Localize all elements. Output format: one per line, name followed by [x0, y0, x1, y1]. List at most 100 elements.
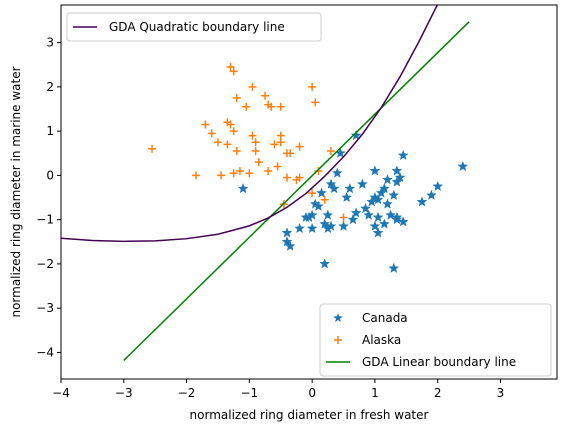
data-point-plus	[311, 98, 320, 107]
data-point-star	[294, 222, 306, 234]
data-point-star	[397, 216, 409, 227]
data-point-plus	[251, 147, 260, 156]
data-point-star	[306, 209, 318, 220]
data-point-plus	[273, 162, 282, 171]
data-point-plus	[308, 189, 317, 198]
y-tick-label: −1	[36, 213, 54, 227]
data-point-star	[416, 196, 428, 207]
data-point-plus	[267, 102, 276, 111]
data-point-star	[394, 171, 406, 183]
data-point-plus	[232, 147, 241, 156]
series-line	[123, 21, 470, 361]
data-point-plus	[295, 142, 304, 151]
data-point-plus	[276, 131, 285, 140]
legend-upper-left: GDA Quadratic boundary line	[66, 12, 322, 42]
legend-lower-right: Canada Alaska GDA Linear boundary line	[319, 303, 552, 377]
data-point-plus	[213, 138, 222, 147]
data-point-star	[382, 174, 393, 185]
legend-star-handle	[333, 313, 343, 323]
data-point-star	[369, 220, 381, 231]
data-point-plus	[232, 93, 241, 102]
data-point-star	[372, 227, 384, 238]
data-point-star	[281, 236, 293, 247]
data-point-plus	[314, 166, 323, 175]
data-point-plus	[201, 120, 210, 129]
x-axis-label: normalized ring diameter in fresh water	[190, 408, 429, 422]
y-tick-label: 3	[46, 36, 54, 50]
data-point-star	[363, 209, 375, 220]
data-point-plus	[242, 102, 251, 111]
data-point-star	[372, 211, 384, 223]
data-point-plus	[295, 173, 304, 182]
data-point-plus	[339, 213, 348, 222]
data-point-star	[397, 149, 409, 161]
data-point-star	[331, 167, 343, 178]
data-point-star	[284, 240, 296, 251]
data-point-star	[356, 178, 368, 189]
data-point-plus	[207, 129, 216, 138]
data-point-plus	[217, 171, 226, 180]
data-point-star	[325, 220, 337, 231]
data-point-star	[388, 262, 400, 273]
data-point-star	[369, 165, 381, 176]
data-point-star	[328, 182, 340, 194]
data-point-plus	[286, 149, 295, 158]
data-point-plus	[229, 127, 238, 136]
data-point-plus	[148, 144, 157, 153]
data-point-plus	[191, 171, 200, 180]
x-tick-label: −4	[52, 386, 70, 400]
data-point-plus	[320, 195, 329, 204]
data-point-plus	[283, 173, 292, 182]
data-point-plus	[264, 166, 273, 175]
data-point-plus	[223, 140, 232, 149]
data-point-star	[322, 209, 334, 220]
data-point-star	[347, 213, 359, 225]
data-point-plus	[229, 67, 238, 76]
data-point-star	[319, 258, 331, 269]
data-point-star	[344, 182, 356, 194]
data-point-plus	[248, 131, 257, 140]
data-point-star	[312, 200, 324, 212]
y-tick-label: 2	[46, 80, 54, 94]
x-tick-label: −3	[115, 386, 133, 400]
y-axis-label: normalized ring diameter in marine water	[9, 66, 23, 317]
data-point-plus	[229, 169, 238, 178]
legend-label: GDA Quadratic boundary line	[109, 20, 285, 34]
data-point-star	[319, 218, 331, 229]
data-point-plus	[308, 82, 317, 91]
data-point-star	[378, 182, 390, 194]
y-tick-label: −2	[36, 257, 54, 271]
data-point-star	[237, 182, 249, 194]
data-point-star	[385, 209, 397, 220]
y-tick-label: 0	[46, 168, 54, 182]
x-tick-label: 1	[371, 386, 379, 400]
data-point-plus	[251, 138, 260, 147]
data-point-star	[432, 180, 444, 192]
data-point-star	[350, 129, 362, 141]
y-tick-label: −3	[36, 301, 54, 315]
legend-label: GDA Linear boundary line	[362, 355, 516, 369]
data-point-plus	[276, 102, 285, 111]
y-tick-label: 1	[46, 124, 54, 138]
series-line	[61, 5, 439, 243]
data-point-star	[372, 194, 384, 205]
data-point-star	[325, 178, 337, 189]
x-tick-label: 2	[434, 386, 442, 400]
data-point-star	[360, 202, 371, 214]
data-point-star	[350, 207, 362, 218]
data-point-star	[391, 213, 403, 225]
legend-label: Alaska	[362, 333, 401, 347]
data-point-star	[281, 227, 293, 238]
data-point-plus	[326, 147, 335, 156]
data-point-plus	[248, 82, 257, 91]
x-tick-label: −2	[178, 386, 196, 400]
x-tick-label: 3	[497, 386, 505, 400]
y-tick-label: −4	[36, 345, 54, 359]
data-point-plus	[245, 169, 254, 178]
data-point-star	[306, 222, 318, 234]
data-point-plus	[270, 140, 279, 149]
x-tick-label: −1	[241, 386, 259, 400]
data-point-plus	[226, 120, 235, 129]
data-point-plus	[226, 62, 235, 71]
